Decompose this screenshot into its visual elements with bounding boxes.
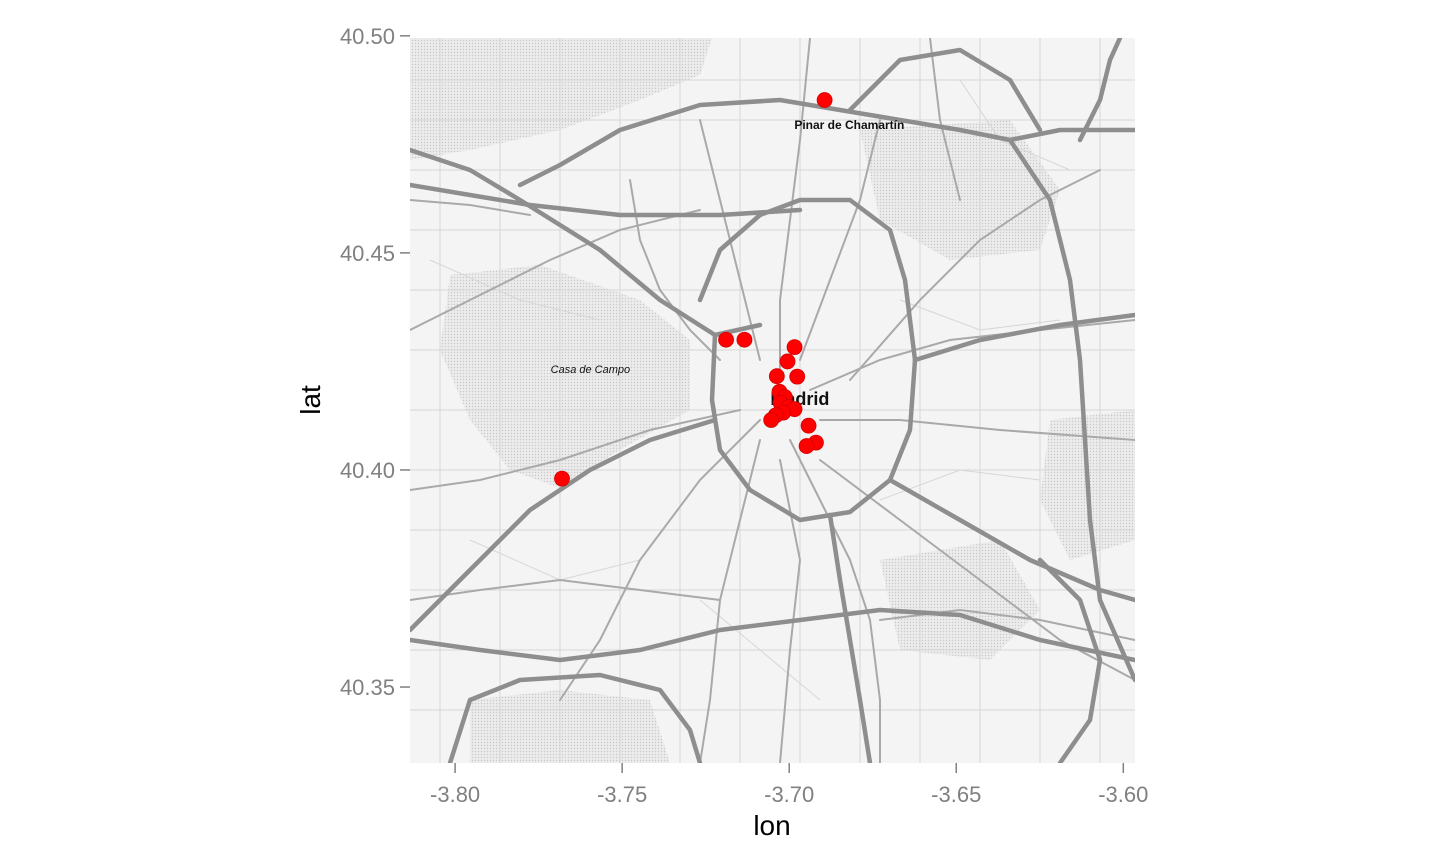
road-m40-north [410,182,803,218]
road-north-arc [517,97,1135,188]
data-point [779,353,796,370]
y-tick-label: 40.35 [340,675,395,700]
road-a2-east [912,312,1135,363]
road-ring-m30 [697,197,918,523]
x-tick-label: -3.70 [764,782,814,807]
basemap-major-roads [410,38,1135,763]
road-a4-south [827,512,873,763]
area-monte-del-pardo [410,38,712,160]
data-point [798,438,815,454]
basemap-secondary-roads [410,38,1135,763]
map-place-label: Pinar de Chamartín [794,118,904,132]
x-tick-label: -3.75 [597,782,647,807]
x-tick-label: -3.60 [1098,782,1148,807]
data-point [786,339,803,356]
x-tick-label: -3.65 [931,782,981,807]
data-point [789,368,806,385]
data-points [554,92,833,487]
road-m40-south [410,607,1135,663]
y-axis-title: lat [295,385,326,415]
area-casa-de-campo [440,265,690,488]
road-m40-east [1007,137,1135,683]
area-parque-norte [860,120,1060,260]
basemap-minor-streets [410,38,1135,763]
y-tick-label: 40.40 [340,458,395,483]
road-a5-southwest [410,417,718,633]
data-point [554,470,570,487]
road-south-loop [447,672,703,763]
road-a3-southeast [887,477,1135,603]
x-axis: -3.80 -3.75 -3.70 -3.65 -3.60 [430,763,1148,807]
data-point [763,412,780,428]
data-point [816,92,833,108]
data-point [800,417,817,434]
data-point [768,368,785,385]
y-tick-label: 40.45 [340,241,395,266]
road-north-east [847,47,1043,133]
road-northeast-link [1077,38,1123,143]
data-point [718,331,734,348]
x-axis-title: lon [753,810,790,841]
x-tick-label: -3.80 [430,782,480,807]
y-axis: 40.35 40.40 40.45 40.50 [340,24,410,700]
map-place-label: Casa de Campo [551,364,631,376]
y-tick-label: 40.50 [340,24,395,49]
road-east-loop [1037,557,1103,763]
road-a6-northwest [410,147,718,338]
data-point [736,331,753,348]
